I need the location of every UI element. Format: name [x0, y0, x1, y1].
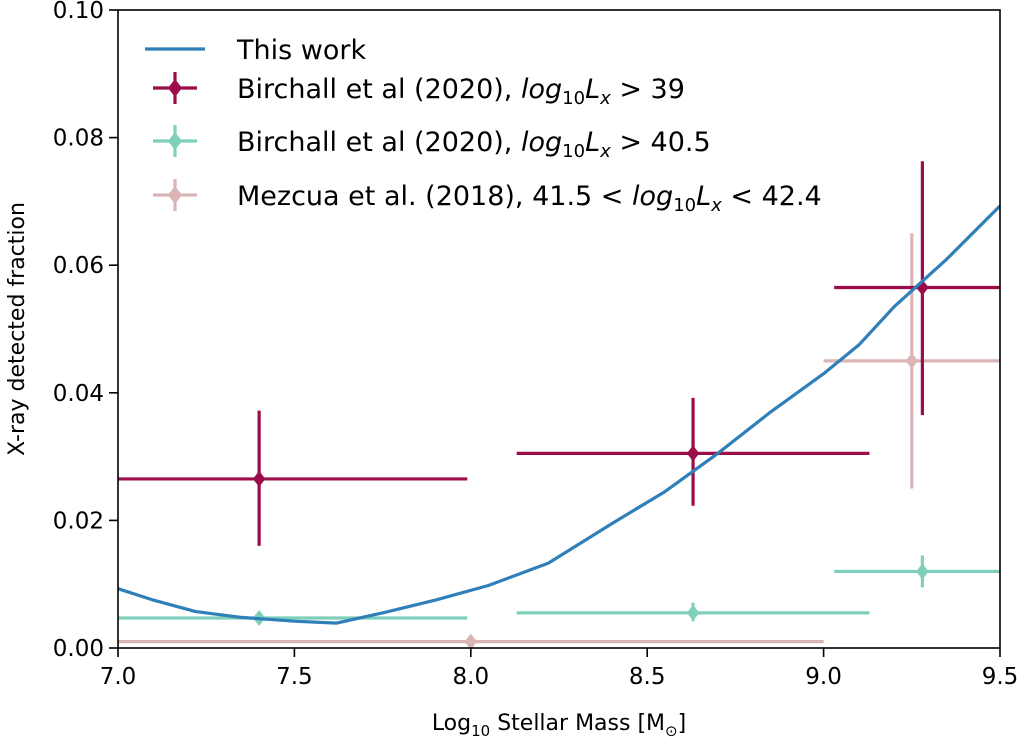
plot-area	[118, 161, 1000, 648]
data-point	[834, 555, 1000, 588]
x-tick-label: 8.0	[453, 664, 490, 690]
this-work-line	[118, 204, 1000, 625]
legend-item: Birchall et al (2020), log10Lx > 39	[153, 72, 685, 109]
data-point	[516, 397, 870, 506]
series-2	[118, 233, 1000, 648]
data-marker	[905, 352, 919, 369]
data-point	[118, 410, 468, 546]
y-tick-label: 0.04	[53, 381, 104, 407]
x-axis-label: Log10 Stellar Mass [M⊙]	[432, 711, 686, 740]
legend-label: Birchall et al (2020), log10Lx > 39	[237, 74, 685, 109]
legend-item: Birchall et al (2020), log10Lx > 40.5	[153, 125, 711, 162]
legend-marker	[167, 186, 183, 204]
y-tick-label: 0.08	[53, 126, 104, 152]
legend-label: This work	[236, 35, 366, 66]
x-tick-label: 9.0	[805, 664, 842, 690]
data-point	[823, 233, 1000, 489]
legend-label: Mezcua et al. (2018), 41.5 < log10Lx < 4…	[237, 181, 822, 216]
legend-item: Mezcua et al. (2018), 41.5 < log10Lx < 4…	[153, 179, 822, 216]
series-0	[118, 161, 1000, 546]
data-point	[834, 161, 1000, 416]
x-tick-label: 9.5	[982, 664, 1019, 690]
data-point	[118, 633, 824, 648]
data-marker	[916, 563, 929, 580]
legend-marker	[167, 79, 183, 97]
x-tick-label: 7.5	[276, 664, 313, 690]
axes-frame	[117, 9, 1001, 649]
series-1	[118, 555, 1000, 627]
x-tick-label: 8.5	[629, 664, 666, 690]
y-tick-label: 0.06	[53, 253, 104, 279]
data-marker	[464, 633, 478, 648]
legend-label: Birchall et al (2020), log10Lx > 40.5	[237, 127, 711, 162]
data-point	[118, 610, 468, 627]
legend-marker	[167, 132, 183, 150]
x-axis: 7.0 7.5 8.0 8.5 9.0 9.5	[100, 648, 1019, 690]
data-marker	[252, 470, 266, 487]
legend-item: This work	[145, 35, 366, 66]
legend: This work Birchall et al (2020), log10Lx …	[145, 35, 822, 216]
y-tick-label: 0.02	[53, 508, 104, 534]
data-marker	[686, 604, 700, 621]
y-axis-label: X-ray detected fraction	[5, 202, 30, 456]
x-tick-label: 7.0	[100, 664, 137, 690]
y-tick-label: 0.00	[53, 636, 104, 662]
data-marker	[686, 445, 700, 462]
data-point	[516, 602, 870, 622]
y-axis: 0.00 0.02 0.04 0.06 0.08 0.10	[53, 0, 118, 662]
y-tick-label: 0.10	[53, 0, 104, 24]
